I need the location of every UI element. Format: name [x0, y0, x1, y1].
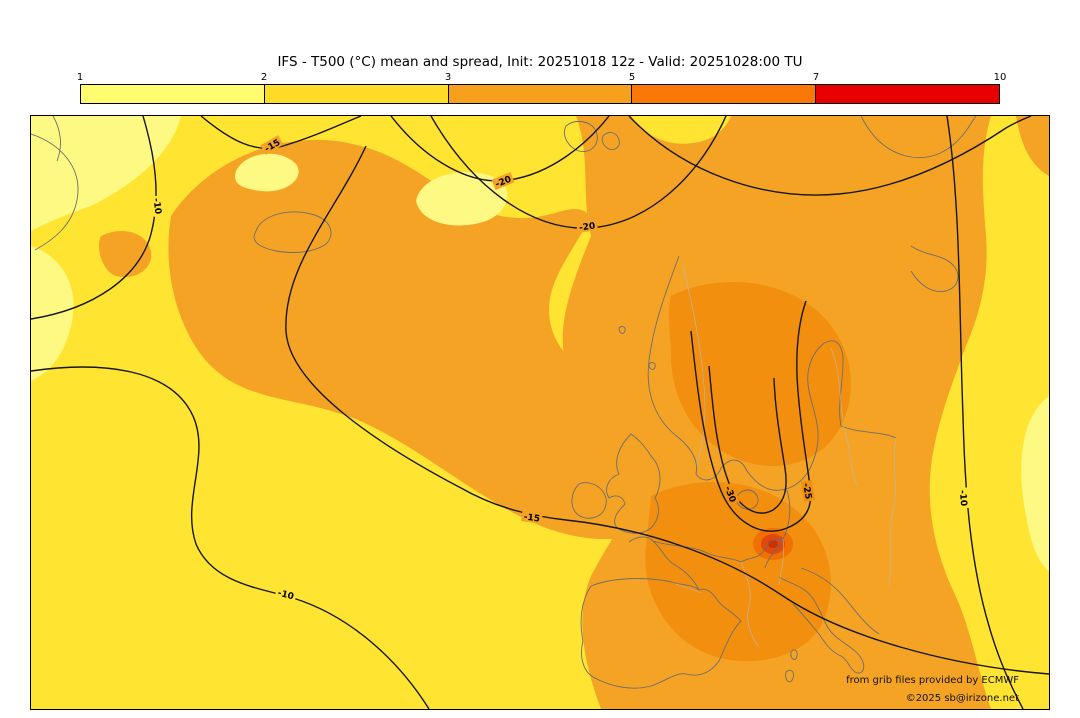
colorbar	[80, 84, 1000, 104]
colorbar-tick: 3	[444, 72, 452, 83]
contour-label: -25	[800, 479, 816, 503]
attribution: from grib files provided by ECMWF ©2025 …	[846, 675, 1019, 704]
svg-text:-10: -10	[151, 198, 163, 215]
contour-labels: -10-15-20-20-15-10-30 -25 -10	[151, 135, 971, 603]
contour-label: -20	[576, 219, 598, 234]
coastlines	[31, 116, 977, 689]
colorbar-tick: 10	[993, 72, 1007, 83]
colorbar-tick: 2	[260, 72, 268, 83]
colorbar-tick: 5	[628, 72, 636, 83]
contour-label: -15	[521, 510, 543, 525]
colorbar-tick: 7	[812, 72, 820, 83]
svg-text:-25: -25	[800, 482, 813, 500]
colorbar-segment-7-10	[815, 85, 999, 103]
chart-title: IFS - T500 (°C) mean and spread, Init: 2…	[277, 54, 803, 70]
svg-text:-20: -20	[578, 221, 595, 233]
attribution-copyright: ©2025 sb@irizone.net	[906, 693, 1019, 704]
pale-spread-regions	[31, 116, 1049, 571]
colorbar-ticks: 1 2 3 5 7 10	[76, 68, 1007, 84]
colorbar-tick: 1	[76, 72, 84, 83]
svg-text:-10: -10	[276, 589, 294, 603]
contour-label: -10	[274, 586, 298, 603]
colorbar-segment-5-7	[631, 85, 816, 103]
colorbar-legend: 1 2 3 5 7 10	[76, 68, 1007, 104]
colorbar-segment-2-3	[263, 85, 448, 103]
contour-label: -10	[957, 487, 971, 509]
country-borders	[675, 265, 897, 648]
svg-text:-15: -15	[523, 512, 540, 524]
weather-map-svg: -10-15-20-20-15-10-30 -25 -10 from grib fi…	[31, 116, 1049, 709]
contour-label: -10	[151, 195, 165, 217]
svg-text:-10: -10	[957, 490, 968, 507]
colorbar-segment-3-5	[447, 85, 632, 103]
attribution-ecmwf: from grib files provided by ECMWF	[846, 675, 1019, 686]
colorbar-segment-1-2	[81, 85, 264, 103]
map-frame: -10 -15 -20 -20 -15 -10 -30 -25 -10 from grib fi…	[30, 115, 1050, 710]
